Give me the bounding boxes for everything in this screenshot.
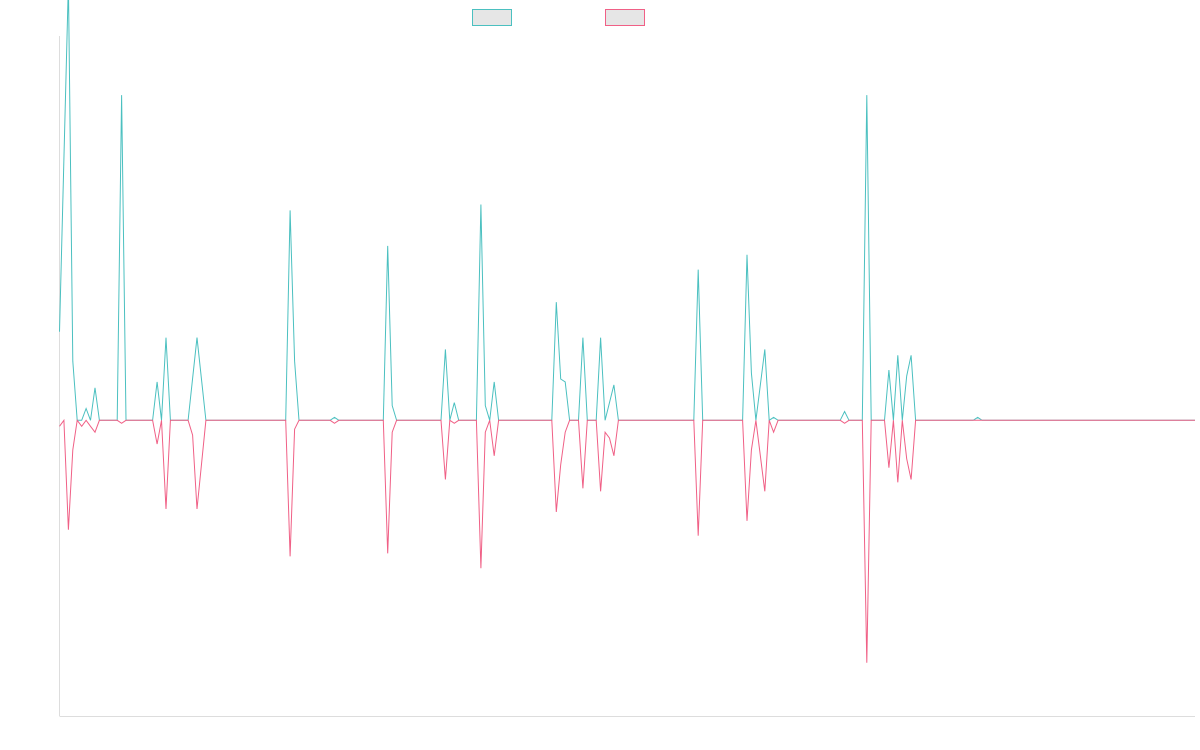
legend-swatch-2[interactable] <box>605 9 645 26</box>
chart-legend <box>472 9 645 26</box>
series-line-2 <box>59 418 1195 663</box>
legend-swatch-1[interactable] <box>472 9 512 26</box>
series-layer <box>59 0 1195 663</box>
series-line-1 <box>59 0 1195 422</box>
